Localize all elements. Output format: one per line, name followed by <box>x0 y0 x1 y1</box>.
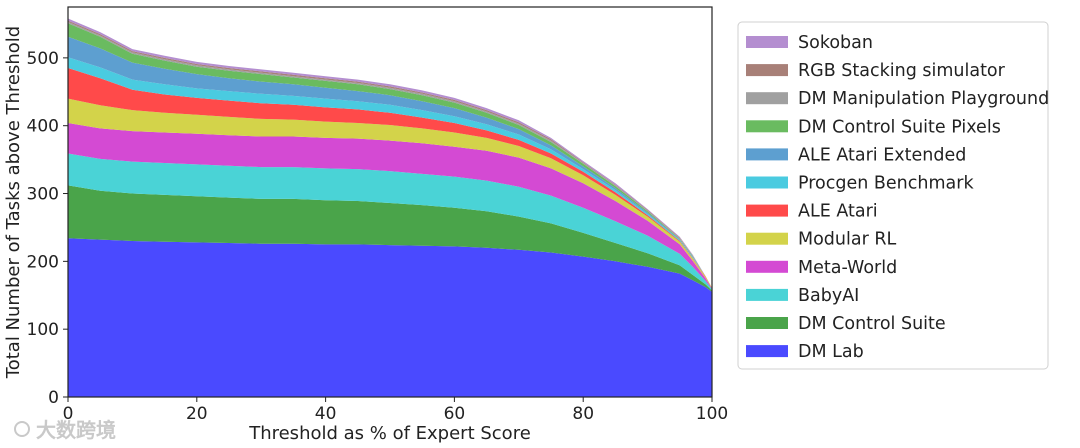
legend-label: BabyAI <box>798 286 859 306</box>
legend-label: Modular RL <box>798 230 897 250</box>
x-tick-label: 100 <box>696 404 728 424</box>
y-tick-label: 300 <box>27 185 59 205</box>
y-tick-label: 100 <box>27 320 59 340</box>
legend-label: Procgen Benchmark <box>798 174 974 194</box>
y-tick-label: 400 <box>27 117 59 137</box>
legend-swatch-modular-rl <box>746 232 788 245</box>
legend-label: DM Control Suite Pixels <box>798 117 1001 137</box>
area-babyai <box>68 153 712 291</box>
area-procgen-benchmark <box>68 57 712 288</box>
legend-swatch-dm-lab <box>746 345 788 358</box>
watermark-text: 大数跨境 <box>36 418 116 442</box>
legend-label: DM Control Suite <box>798 314 946 334</box>
legend-swatch-sokoban <box>746 36 788 48</box>
area-dm-lab <box>68 238 712 397</box>
legend-box <box>737 21 1049 370</box>
legend-label: Meta-World <box>798 258 897 278</box>
x-tick-label: 60 <box>444 404 466 424</box>
legend-label: RGB Stacking simulator <box>798 61 1006 81</box>
legend-swatch-rgb-stacking-simulator <box>746 64 788 77</box>
stacked-areas <box>68 18 712 397</box>
legend: Sokoban RGB Stacking simulator DM Manipula… <box>737 21 1049 370</box>
x-tick-label: 40 <box>315 404 337 424</box>
y-tick-label: 0 <box>48 388 59 408</box>
area-ale-atari <box>68 68 712 288</box>
plot-frame <box>67 6 713 398</box>
legend-swatch-dm-control-suite <box>746 317 788 329</box>
watermark: 大数跨境 <box>14 418 116 442</box>
legend-swatch-dm-control-suite-pixels <box>746 120 788 133</box>
legend-label: ALE Atari <box>798 202 878 222</box>
legend-label: ALE Atari Extended <box>798 145 966 165</box>
y-tick-label: 200 <box>27 252 59 272</box>
y-axis-label: Total Number of Tasks above Threshold <box>3 26 24 379</box>
x-tick-label: 80 <box>572 404 594 424</box>
watermark-logo-icon <box>14 421 30 437</box>
legend-label: DM Lab <box>798 342 864 362</box>
x-tick-label: 20 <box>186 404 208 424</box>
area-dm-control-suite <box>68 185 712 292</box>
legend-swatch-dm-manipulation-playground <box>746 92 788 105</box>
x-tick-label: 0 <box>63 404 74 424</box>
x-axis-ticks: 0 20 40 60 80 100 <box>63 397 728 424</box>
legend-swatch-meta-world <box>746 260 788 273</box>
x-axis-label: Threshold as % of Expert Score <box>248 423 531 444</box>
y-axis-ticks: 0 100 200 300 400 500 <box>27 49 68 408</box>
legend-label: DM Manipulation Playground <box>798 89 1049 109</box>
y-tick-label: 500 <box>27 49 59 69</box>
legend-swatch-ale-atari-extended <box>746 148 788 161</box>
legend-label: Sokoban <box>798 33 873 53</box>
legend-swatch-ale-atari <box>746 204 788 217</box>
area-meta-world <box>68 123 712 290</box>
area-modular-rl <box>68 98 712 289</box>
legend-swatch-babyai <box>746 288 788 301</box>
legend-swatch-procgen-benchmark <box>746 176 788 189</box>
